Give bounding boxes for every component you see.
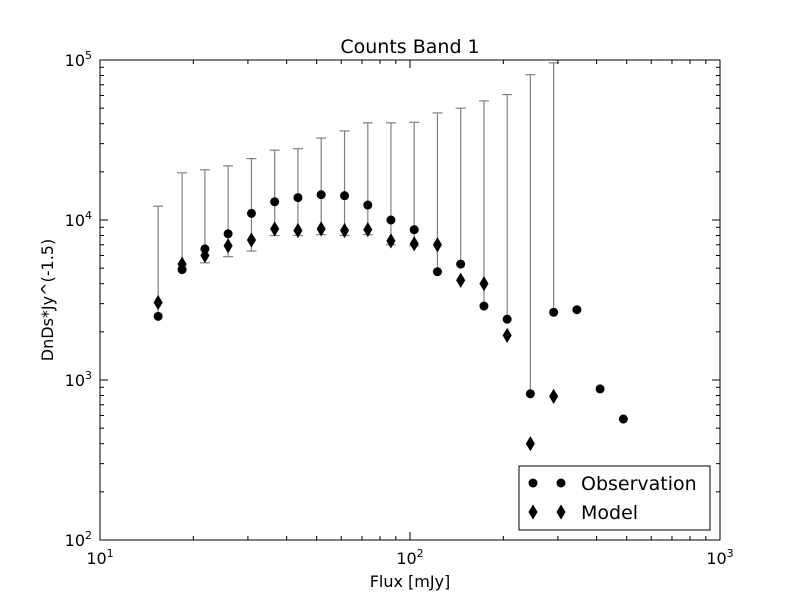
model-point — [409, 236, 419, 252]
legend-model-marker — [556, 504, 566, 520]
model-point — [246, 232, 257, 248]
observation-point — [549, 307, 559, 317]
y-tick-label: 104 — [65, 209, 92, 230]
x-tick-label: 102 — [396, 547, 423, 568]
model-point — [316, 221, 326, 237]
observation-point — [153, 311, 163, 321]
legend-observation-marker — [528, 478, 538, 488]
observation-point — [595, 384, 605, 394]
model-point — [223, 238, 233, 254]
y-tick-label: 103 — [65, 369, 92, 390]
observation-point — [223, 229, 233, 239]
x-tick-label: 101 — [86, 547, 113, 568]
model-point — [549, 388, 559, 404]
observation-point — [293, 193, 303, 203]
x-axis-label: Flux [mJy] — [370, 572, 451, 591]
model-point — [363, 222, 373, 238]
model-point — [200, 247, 210, 264]
data-markers — [153, 190, 628, 452]
observation-point — [340, 191, 350, 201]
observation-point — [618, 414, 628, 424]
legend-model-marker — [528, 504, 538, 520]
model-point — [153, 294, 163, 311]
legend-observation-marker — [556, 478, 566, 488]
model-point — [502, 327, 512, 343]
observation-point — [316, 190, 326, 200]
legend: Observation Model — [518, 465, 711, 531]
model-point — [456, 272, 466, 288]
legend-label-circle: Observation — [581, 473, 697, 495]
observation-point — [363, 200, 373, 210]
y-tick-label: 105 — [65, 49, 92, 70]
model-point — [479, 276, 489, 292]
x-tick-label: 103 — [706, 547, 733, 568]
model-point — [386, 233, 396, 249]
observation-point — [502, 314, 512, 324]
observation-point — [409, 225, 419, 235]
legend-label-diamond: Model — [581, 502, 638, 524]
y-axis-label: DnDs*Jy^(-1.5) — [38, 239, 57, 361]
observation-point — [525, 389, 535, 399]
observation-point — [246, 208, 256, 218]
model-point — [340, 222, 350, 239]
model-point — [293, 222, 303, 239]
observation-point — [572, 305, 582, 315]
observation-point — [456, 259, 466, 269]
observation-point — [386, 215, 396, 225]
legend-box — [518, 465, 711, 531]
chart-title: Counts Band 1 — [340, 36, 479, 58]
model-point — [270, 221, 280, 237]
model-point — [177, 256, 187, 272]
model-point — [432, 237, 442, 253]
model-point — [525, 436, 535, 452]
observation-point — [270, 197, 280, 207]
y-tick-label: 102 — [65, 529, 92, 550]
observation-point — [479, 301, 489, 311]
observation-point — [432, 267, 442, 277]
